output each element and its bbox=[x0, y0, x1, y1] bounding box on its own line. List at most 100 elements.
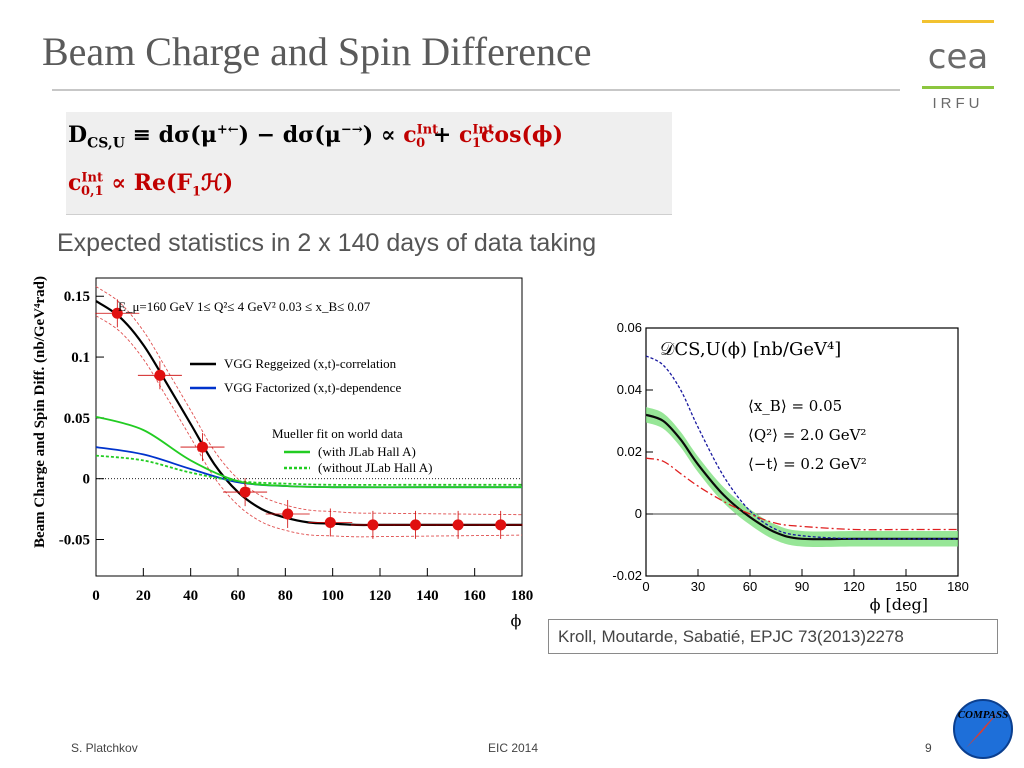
left-data-point bbox=[495, 519, 507, 531]
left-annotation: E_μ=160 GeV 1≤ Q²≤ 4 GeV² 0.03 ≤ x_B≤ 0.… bbox=[118, 299, 371, 314]
formula-box: DCS,U ≡ dσ(μ+←) − dσ(μ−→) ∝ cInt0 + cInt… bbox=[66, 112, 672, 215]
legend-label-factorized: VGG Factorized (x,t)-dependence bbox=[224, 380, 401, 395]
left-y-tick-label: -0.05 bbox=[59, 533, 90, 549]
right-y-tick-label: -0.02 bbox=[612, 568, 642, 583]
left-y-tick-label: 0.15 bbox=[64, 289, 90, 305]
c01-symbol: c bbox=[68, 170, 82, 196]
formula-plus: + bbox=[432, 122, 452, 148]
compass-logo: COMPASS bbox=[953, 699, 1013, 759]
formula-c0: cInt0 bbox=[403, 122, 438, 152]
left-y-axis-label: Beam Charge and Spin Diff. (nb/GeV⁴rad) bbox=[32, 276, 48, 548]
re-term: ∝ Re(F bbox=[111, 170, 192, 196]
formula-mid2: ) − dσ(μ bbox=[238, 122, 341, 148]
formula2-rest: ∝ Re(F1ℋ) bbox=[111, 170, 234, 200]
right-y-tick-label: 0.04 bbox=[617, 382, 642, 397]
left-data-point bbox=[452, 519, 464, 531]
formula-line-2: cInt0,1 ∝ Re(F1ℋ) bbox=[68, 170, 233, 199]
c1-symbol: c bbox=[459, 122, 473, 148]
cea-irfu-logo: cea IRFU bbox=[922, 20, 994, 112]
formula-mid: ≡ dσ(μ bbox=[132, 122, 217, 148]
compass-text: COMPASS bbox=[958, 709, 1009, 721]
left-data-point bbox=[197, 441, 208, 453]
right-annotation-t: ⟨−t⟩ = 0.2 GeV² bbox=[748, 455, 867, 473]
formula-lhs-sub: CS,U bbox=[87, 135, 125, 152]
legend-label-reggeized: VGG Reggeized (x,t)-correlation bbox=[224, 356, 397, 371]
left-series-line bbox=[95, 415, 522, 489]
left-y-tick-label: 0.1 bbox=[71, 350, 90, 366]
right-x-tick-label: 90 bbox=[795, 579, 809, 594]
right-x-tick-label: 60 bbox=[743, 579, 757, 594]
left-data-point bbox=[324, 516, 336, 528]
left-x-tick-label: 160 bbox=[463, 588, 486, 604]
subtitle: Expected statistics in 2 x 140 days of d… bbox=[57, 229, 597, 257]
left-data-point bbox=[111, 307, 123, 319]
right-series-line bbox=[645, 355, 958, 540]
left-x-tick-label: 120 bbox=[369, 588, 392, 604]
left-x-tick-label: 40 bbox=[183, 588, 198, 604]
c01-sup: Int bbox=[81, 170, 103, 186]
right-x-tick-label: 180 bbox=[947, 579, 969, 594]
right-annotation-xb: ⟨x_B⟩ = 0.05 bbox=[748, 397, 842, 415]
right-y-tick-label: 0.06 bbox=[617, 320, 642, 335]
right-chart-title: 𝒟CS,U(ϕ) [nb/GeV⁴] bbox=[660, 339, 841, 360]
left-data-point bbox=[410, 519, 421, 531]
footer-author: S. Platchkov bbox=[71, 741, 138, 755]
citation-box: Kroll, Moutarde, Sabatié, EPJC 73(2013)2… bbox=[548, 619, 998, 654]
left-x-tick-label: 180 bbox=[511, 588, 534, 604]
left-data-point bbox=[367, 519, 379, 531]
left-y-tick-label: 0 bbox=[83, 472, 91, 488]
c0-sub: 0 bbox=[416, 136, 426, 152]
left-x-tick-label: 20 bbox=[136, 588, 151, 604]
formula-c1: cInt1cos(ϕ) bbox=[459, 122, 563, 152]
f-sub: 1 bbox=[192, 184, 202, 200]
left-y-tick-label: 0.05 bbox=[64, 411, 90, 427]
left-legend-title: Mueller fit on world data bbox=[272, 426, 403, 441]
citation-text: Kroll, Moutarde, Sabatié, EPJC 73(2013)2… bbox=[558, 627, 904, 646]
right-y-tick-label: 0.02 bbox=[617, 444, 642, 459]
legend-label-without-jlab: (without JLab Hall A) bbox=[318, 460, 432, 475]
left-x-tick-label: 0 bbox=[92, 588, 100, 604]
page-number: 9 bbox=[925, 741, 932, 755]
right-y-tick-label: 0 bbox=[635, 506, 642, 521]
formula-line-1: DCS,U ≡ dσ(μ+←) − dσ(μ−→) ∝ cInt0 + cInt… bbox=[68, 122, 563, 151]
title-divider bbox=[52, 89, 900, 91]
formula2-c: cInt0,1 bbox=[68, 170, 104, 200]
h-term: ℋ) bbox=[201, 170, 234, 196]
left-error-band bbox=[95, 286, 523, 516]
left-x-tick-label: 140 bbox=[416, 588, 439, 604]
right-x-tick-label: 150 bbox=[895, 579, 917, 594]
slide-title: Beam Charge and Spin Difference bbox=[42, 29, 592, 74]
c0-symbol: c bbox=[403, 122, 417, 148]
left-data-point bbox=[154, 369, 166, 381]
logo-bottom-bar bbox=[922, 86, 994, 89]
right-series-line bbox=[645, 457, 958, 531]
right-x-axis-label: ϕ [deg] bbox=[870, 595, 928, 614]
left-data-point bbox=[239, 486, 251, 498]
left-x-axis-label: ϕ bbox=[511, 611, 522, 630]
logo-top-bar bbox=[922, 20, 994, 23]
right-plot-content bbox=[645, 355, 958, 547]
left-chart: 0 20 40 60 80 100 120 140 160 180 0.15 0.1 0.05 0 -0.0… bbox=[32, 276, 534, 630]
formula-sup2: −→ bbox=[340, 122, 363, 138]
logo-text: cea bbox=[928, 37, 988, 77]
footer-event: EIC 2014 bbox=[488, 741, 539, 755]
left-plot-content bbox=[95, 286, 523, 539]
compass-needle bbox=[966, 710, 1000, 748]
left-data-point bbox=[282, 508, 294, 520]
left-x-tick-label: 80 bbox=[278, 588, 293, 604]
c1-sub: 1 bbox=[471, 136, 481, 152]
right-annotation-q2: ⟨Q²⟩ = 2.0 GeV² bbox=[748, 426, 866, 444]
left-plot-ticks: 0 20 40 60 80 100 120 140 160 180 0.15 0.1 0.05 0 -0.0… bbox=[59, 289, 534, 604]
left-plot-frame bbox=[95, 277, 523, 577]
cos-term: cos(ϕ) bbox=[481, 122, 563, 148]
c01-sub: 0,1 bbox=[80, 184, 104, 200]
logo-subtext: IRFU bbox=[933, 95, 984, 112]
c1-sup: Int bbox=[472, 122, 494, 138]
left-series-line bbox=[95, 454, 522, 486]
left-x-tick-label: 60 bbox=[231, 588, 246, 604]
formula-lhs: D bbox=[68, 122, 88, 148]
formula-sup1: +← bbox=[216, 122, 239, 138]
right-x-tick-label: 0 bbox=[642, 579, 649, 594]
formula-mid3: ) ∝ bbox=[362, 122, 396, 148]
